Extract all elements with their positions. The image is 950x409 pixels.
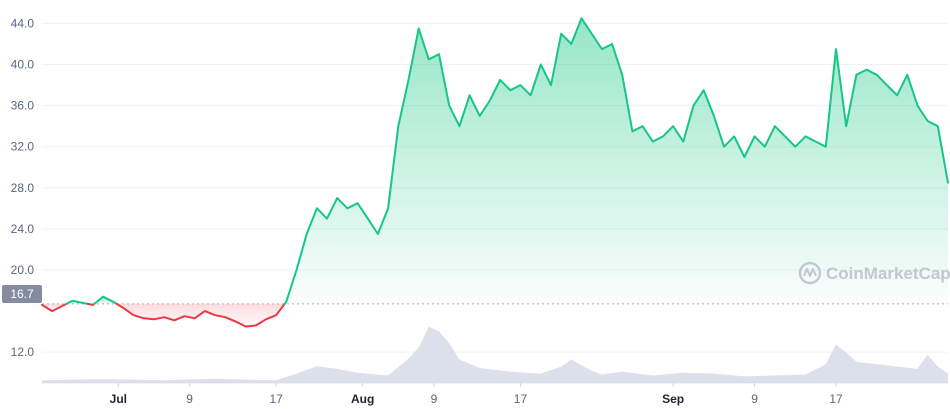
coinmarketcap-logo-icon [798, 261, 822, 285]
price-line-down [115, 302, 286, 328]
price-line-up [65, 299, 89, 305]
y-tick-label: 12.0 [11, 345, 35, 359]
y-tick-label: 44.0 [11, 16, 35, 30]
x-tick-label: 17 [514, 392, 528, 406]
watermark: CoinMarketCap [798, 261, 950, 285]
price-line-down [41, 302, 68, 313]
price-area-up [94, 296, 117, 304]
y-tick-label: 20.0 [11, 263, 35, 277]
x-axis-ticks: Jul 9 17 Aug 9 17 Sep 9 17 [110, 383, 843, 406]
volume-area [42, 326, 948, 383]
y-axis-ticks: 12.0 20.0 24.0 28.0 32.0 36.0 40.0 44.0 [11, 16, 35, 359]
price-line [41, 17, 949, 328]
x-tick-label: Jul [110, 392, 127, 406]
x-tick-label: 9 [751, 392, 758, 406]
price-line-up [283, 17, 949, 305]
y-tick-label: 36.0 [11, 99, 35, 113]
price-area-down [116, 303, 285, 327]
reference-label-text: 16.7 [10, 287, 34, 301]
price-area-down [42, 303, 67, 312]
price-line-up [93, 295, 118, 305]
x-tick-label: 9 [431, 392, 438, 406]
y-tick-label: 28.0 [11, 181, 35, 195]
x-tick-label: 9 [186, 392, 193, 406]
price-area-up [284, 18, 948, 304]
x-tick-label: Sep [662, 392, 684, 406]
y-tick-label: 24.0 [11, 222, 35, 236]
reference-label: 16.7 [2, 285, 42, 303]
x-tick-label: 17 [269, 392, 283, 406]
y-tick-label: 40.0 [11, 58, 35, 72]
x-tick-label: Aug [351, 392, 374, 406]
y-tick-label: 32.0 [11, 140, 35, 154]
volume-series [42, 326, 948, 383]
x-tick-label: 17 [829, 392, 843, 406]
watermark-text: CoinMarketCap [826, 264, 950, 283]
